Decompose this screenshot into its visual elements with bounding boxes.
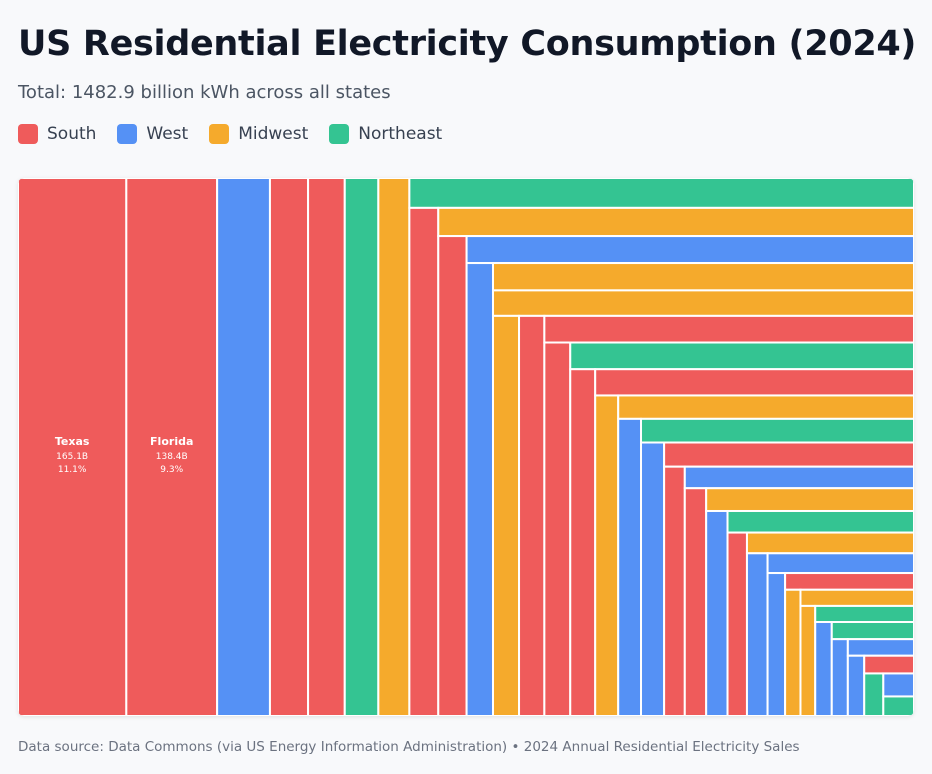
- treemap-cell-northeast-8[interactable]: [408, 178, 914, 209]
- treemap-cell-west-27[interactable]: [640, 441, 666, 716]
- treemap-cell-south-19[interactable]: [543, 341, 572, 716]
- treemap-cell-west-48[interactable]: [846, 638, 914, 657]
- treemap-cell-west-13[interactable]: [465, 262, 495, 716]
- legend-swatch-west: [117, 124, 138, 144]
- legend-swatch-south: [18, 124, 38, 144]
- legend-swatch-midwest: [209, 124, 230, 144]
- legend-item-south[interactable]: South: [18, 124, 96, 144]
- chart-subtitle: Total: 1482.9 billion kWh across all sta…: [18, 82, 391, 103]
- treemap-cell-south-31[interactable]: [683, 487, 708, 716]
- treemap-cell-south-21[interactable]: [569, 368, 597, 716]
- treemap-cell-midwest-14[interactable]: [492, 262, 914, 292]
- treemap-cell-west-52[interactable]: [882, 672, 914, 698]
- legend-item-west[interactable]: West: [117, 124, 188, 144]
- legend-item-northeast[interactable]: Northeast: [329, 124, 442, 144]
- treemap-cell-west-33[interactable]: [705, 509, 729, 716]
- treemap-cell-south-29[interactable]: [663, 465, 686, 716]
- treemap-cell-northeast-26[interactable]: [640, 417, 914, 444]
- legend-swatch-northeast: [329, 124, 350, 144]
- treemap-cell-midwest-7[interactable]: [377, 178, 411, 716]
- treemap-cell-northeast-53[interactable]: [882, 695, 914, 716]
- treemap-cell-south-5[interactable]: [307, 178, 346, 716]
- treemap-cell-midwest-42[interactable]: [799, 588, 914, 607]
- treemap-label-value-florida: 138.4B: [156, 452, 188, 462]
- treemap-cell-west-47[interactable]: [830, 638, 849, 716]
- treemap-cell-northeast-46[interactable]: [830, 621, 914, 641]
- treemap-cell-northeast-34[interactable]: [726, 509, 914, 534]
- treemap-cell-west-37[interactable]: [745, 552, 769, 716]
- treemap-cell-midwest-23[interactable]: [594, 394, 620, 716]
- treemap-cell-south-4[interactable]: [268, 178, 310, 716]
- treemap-cell-west-49[interactable]: [846, 654, 866, 716]
- treemap-cell-west-25[interactable]: [617, 417, 643, 716]
- page-title: US Residential Electricity Consumption (…: [18, 24, 917, 64]
- treemap-cell-south-50[interactable]: [863, 654, 914, 675]
- treemap-cell-south-9[interactable]: [408, 206, 440, 716]
- treemap-label-name-texas: Texas: [55, 435, 90, 448]
- legend-label-south: South: [47, 124, 97, 144]
- treemap-cell-south-18[interactable]: [543, 314, 914, 344]
- treemap-cell-midwest-24[interactable]: [617, 394, 914, 420]
- treemap-svg: Texas 165.1B 11.1% Florida 138.4B 9.3%: [18, 178, 914, 716]
- legend-label-northeast: Northeast: [358, 124, 443, 144]
- treemap-label-value-texas: 165.1B: [56, 452, 88, 462]
- treemap-cell-west-39[interactable]: [766, 572, 787, 716]
- treemap-cell-west-12[interactable]: [465, 235, 914, 265]
- data-source-footer: Data source: Data Commons (via US Energy…: [18, 739, 800, 755]
- treemap-cell-midwest-36[interactable]: [745, 531, 914, 555]
- treemap-cell-west-38[interactable]: [766, 552, 914, 575]
- treemap-cell-midwest-43[interactable]: [799, 604, 817, 716]
- treemap-label-name-florida: Florida: [150, 435, 193, 448]
- treemap-cell-south-2[interactable]: [125, 178, 219, 716]
- treemap-cell-west-45[interactable]: [814, 621, 833, 716]
- treemap-cell-northeast-6[interactable]: [343, 178, 380, 716]
- treemap-cell-midwest-16[interactable]: [492, 314, 521, 716]
- treemap-cell-south-11[interactable]: [437, 235, 468, 716]
- treemap-label-percent-florida: 9.3%: [160, 465, 183, 475]
- treemap-cell-west-30[interactable]: [683, 465, 914, 490]
- treemap-cell-south-35[interactable]: [726, 531, 748, 716]
- treemap-cell-midwest-10[interactable]: [437, 206, 914, 238]
- treemap-cell-west-3[interactable]: [216, 178, 271, 716]
- treemap-cell-northeast-51[interactable]: [863, 672, 885, 716]
- legend-label-midwest: Midwest: [238, 124, 309, 144]
- treemap-label-percent-texas: 11.1%: [58, 465, 87, 475]
- treemap-chart: Texas 165.1B 11.1% Florida 138.4B 9.3%: [18, 178, 914, 716]
- treemap-cell-northeast-44[interactable]: [814, 604, 914, 624]
- treemap-cell-south-17[interactable]: [518, 314, 546, 716]
- treemap-cell-midwest-32[interactable]: [705, 487, 914, 512]
- treemap-cell-midwest-15[interactable]: [492, 289, 914, 317]
- treemap-cell-south-22[interactable]: [594, 368, 914, 397]
- treemap-cell-northeast-20[interactable]: [569, 341, 914, 371]
- legend-label-west: West: [146, 124, 189, 144]
- treemap-cell-midwest-41[interactable]: [784, 588, 802, 716]
- treemap-cell-south-40[interactable]: [784, 572, 914, 591]
- legend-item-midwest[interactable]: Midwest: [209, 124, 308, 144]
- treemap-cell-south-28[interactable]: [663, 441, 914, 468]
- legend: South West Midwest Northeast: [18, 124, 463, 144]
